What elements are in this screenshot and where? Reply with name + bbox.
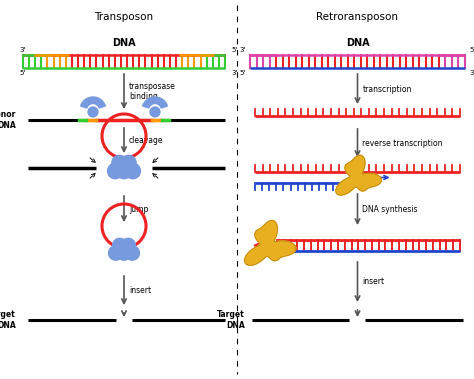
Text: Transposon: Transposon [94,12,154,22]
Circle shape [116,163,132,179]
Text: Target
DNA: Target DNA [0,310,16,330]
Circle shape [125,246,139,260]
Polygon shape [143,97,167,108]
Circle shape [150,107,160,117]
Text: reverse transcription: reverse transcription [363,138,443,147]
Circle shape [121,155,136,171]
Text: Donor
DNA: Donor DNA [0,110,16,130]
Text: insert: insert [129,286,151,295]
Circle shape [121,238,136,253]
Text: 5': 5' [469,47,474,53]
Text: transposase
binding: transposase binding [129,82,176,101]
Text: Target
DNA: Target DNA [217,310,245,330]
Polygon shape [245,221,296,265]
Text: Retroransposon: Retroransposon [317,12,399,22]
Circle shape [125,163,140,179]
Text: 5': 5' [240,70,246,76]
Circle shape [88,107,98,117]
Text: 3': 3' [240,47,246,53]
Text: jump: jump [129,205,148,213]
Text: DNA synthesis: DNA synthesis [363,205,418,214]
Circle shape [117,246,131,260]
Text: cleavage: cleavage [129,136,164,145]
Polygon shape [81,97,105,108]
Polygon shape [336,155,382,195]
Text: 5': 5' [231,47,237,53]
Text: 3': 3' [469,70,474,76]
Text: DNA: DNA [346,38,369,48]
Circle shape [112,155,127,171]
Circle shape [108,163,123,179]
Text: insert: insert [363,277,384,287]
Text: DNA: DNA [112,38,136,48]
Circle shape [113,238,127,253]
Text: transcription: transcription [363,85,412,94]
Text: 5': 5' [19,70,25,76]
Text: 3': 3' [19,47,26,53]
Circle shape [109,246,123,260]
Text: 3': 3' [231,70,237,76]
